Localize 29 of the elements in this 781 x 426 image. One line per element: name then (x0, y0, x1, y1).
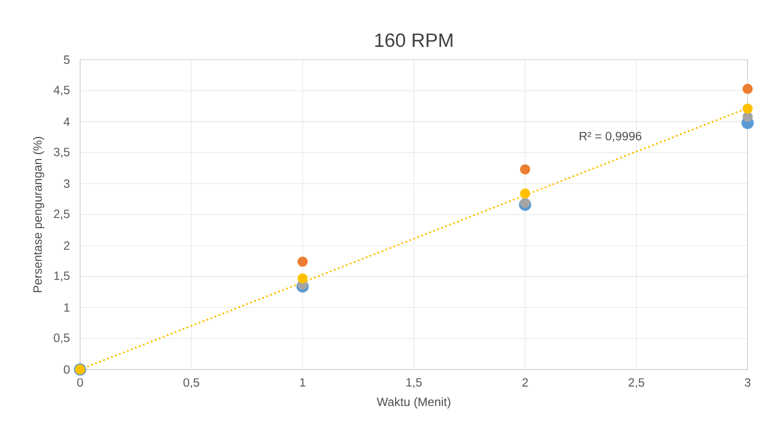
x-tick-label: 3 (744, 378, 750, 387)
y-tick-label: 1 (64, 304, 70, 312)
y-tick-label: 5 (64, 56, 70, 64)
x-tick-label: 0,5 (183, 378, 200, 388)
y-tick-label: 4 (64, 118, 70, 126)
point (520, 188, 530, 199)
x-tick-label: 0 (77, 378, 83, 387)
y-tick-label: 1,5 (54, 272, 70, 282)
chart-title: 160 RPM (375, 34, 452, 48)
point (298, 256, 308, 267)
y-tick-label: 4,5 (54, 86, 70, 96)
y-tick-label: 0 (64, 365, 70, 374)
y-tick-label: 3,5 (54, 148, 70, 158)
y-tick-label: 3 (64, 180, 70, 188)
point (742, 84, 753, 94)
x-tick-label: 2 (522, 378, 528, 387)
y-tick-label: 0,5 (54, 334, 70, 344)
y-tick-label: 2,5 (54, 210, 70, 220)
point (298, 274, 308, 284)
point (520, 198, 530, 208)
y-axis-title: Persentase pengurangan (%) (32, 137, 44, 292)
x-axis-title: Waktu (Menit) (376, 398, 450, 409)
point (520, 164, 530, 175)
x-tick-label: 1 (300, 378, 306, 387)
point (742, 104, 753, 114)
y-tick-label: 2 (64, 242, 70, 250)
x-tick-label: 2,5 (628, 378, 644, 388)
x-tick-label: 1,5 (406, 378, 422, 388)
annotation: R² = 0,9996 (580, 132, 642, 142)
